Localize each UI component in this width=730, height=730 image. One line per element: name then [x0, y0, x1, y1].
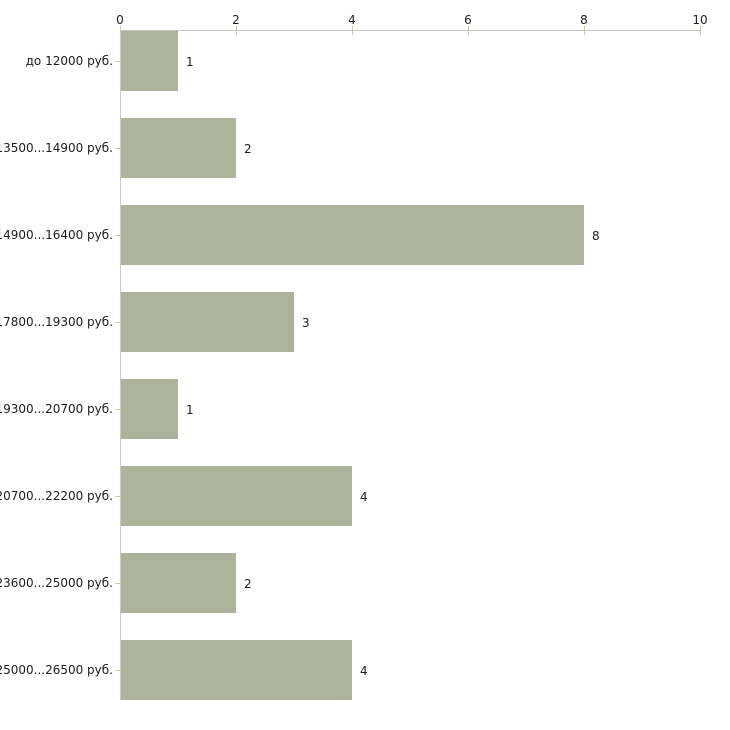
bar [121, 640, 352, 700]
x-axis-tick-mark [700, 26, 701, 35]
category-label: до 12000 руб. [25, 54, 113, 68]
x-axis-tick-label: 10 [692, 13, 708, 27]
y-axis-tick-mark [115, 409, 120, 410]
y-axis-line [120, 30, 121, 700]
x-axis-tick-label: 8 [580, 13, 588, 27]
y-axis-tick-mark [115, 496, 120, 497]
bar [121, 31, 178, 91]
x-axis-line [120, 30, 701, 31]
bar-value-label: 4 [360, 490, 368, 504]
bar-value-label: 1 [186, 55, 194, 69]
bar [121, 292, 294, 352]
x-axis-tick-mark [584, 26, 585, 35]
y-axis-tick-mark [115, 322, 120, 323]
category-label: 17800...19300 руб. [0, 315, 113, 329]
category-label: 19300...20700 руб. [0, 402, 113, 416]
category-label: 14900...16400 руб. [0, 228, 113, 242]
bar [121, 118, 236, 178]
x-axis-tick-label: 2 [232, 13, 240, 27]
bar-value-label: 3 [302, 316, 310, 330]
category-label: 20700...22200 руб. [0, 489, 113, 503]
y-axis-tick-mark [115, 235, 120, 236]
x-axis-tick-mark [468, 26, 469, 35]
y-axis-tick-mark [115, 61, 120, 62]
bar [121, 379, 178, 439]
bar [121, 205, 584, 265]
x-axis-tick-mark [236, 26, 237, 35]
bar-value-label: 2 [244, 142, 252, 156]
bar [121, 466, 352, 526]
x-axis-tick-label: 0 [116, 13, 124, 27]
category-label: 13500...14900 руб. [0, 141, 113, 155]
bar-value-label: 1 [186, 403, 194, 417]
bar-value-label: 4 [360, 664, 368, 678]
x-axis-tick-mark [352, 26, 353, 35]
bar [121, 553, 236, 613]
y-axis-tick-mark [115, 670, 120, 671]
y-axis-tick-mark [115, 148, 120, 149]
x-axis-tick-label: 6 [464, 13, 472, 27]
x-axis-tick-label: 4 [348, 13, 356, 27]
category-label: 25000...26500 руб. [0, 663, 113, 677]
bar-value-label: 8 [592, 229, 600, 243]
bar-value-label: 2 [244, 577, 252, 591]
category-label: 23600...25000 руб. [0, 576, 113, 590]
y-axis-tick-mark [115, 583, 120, 584]
